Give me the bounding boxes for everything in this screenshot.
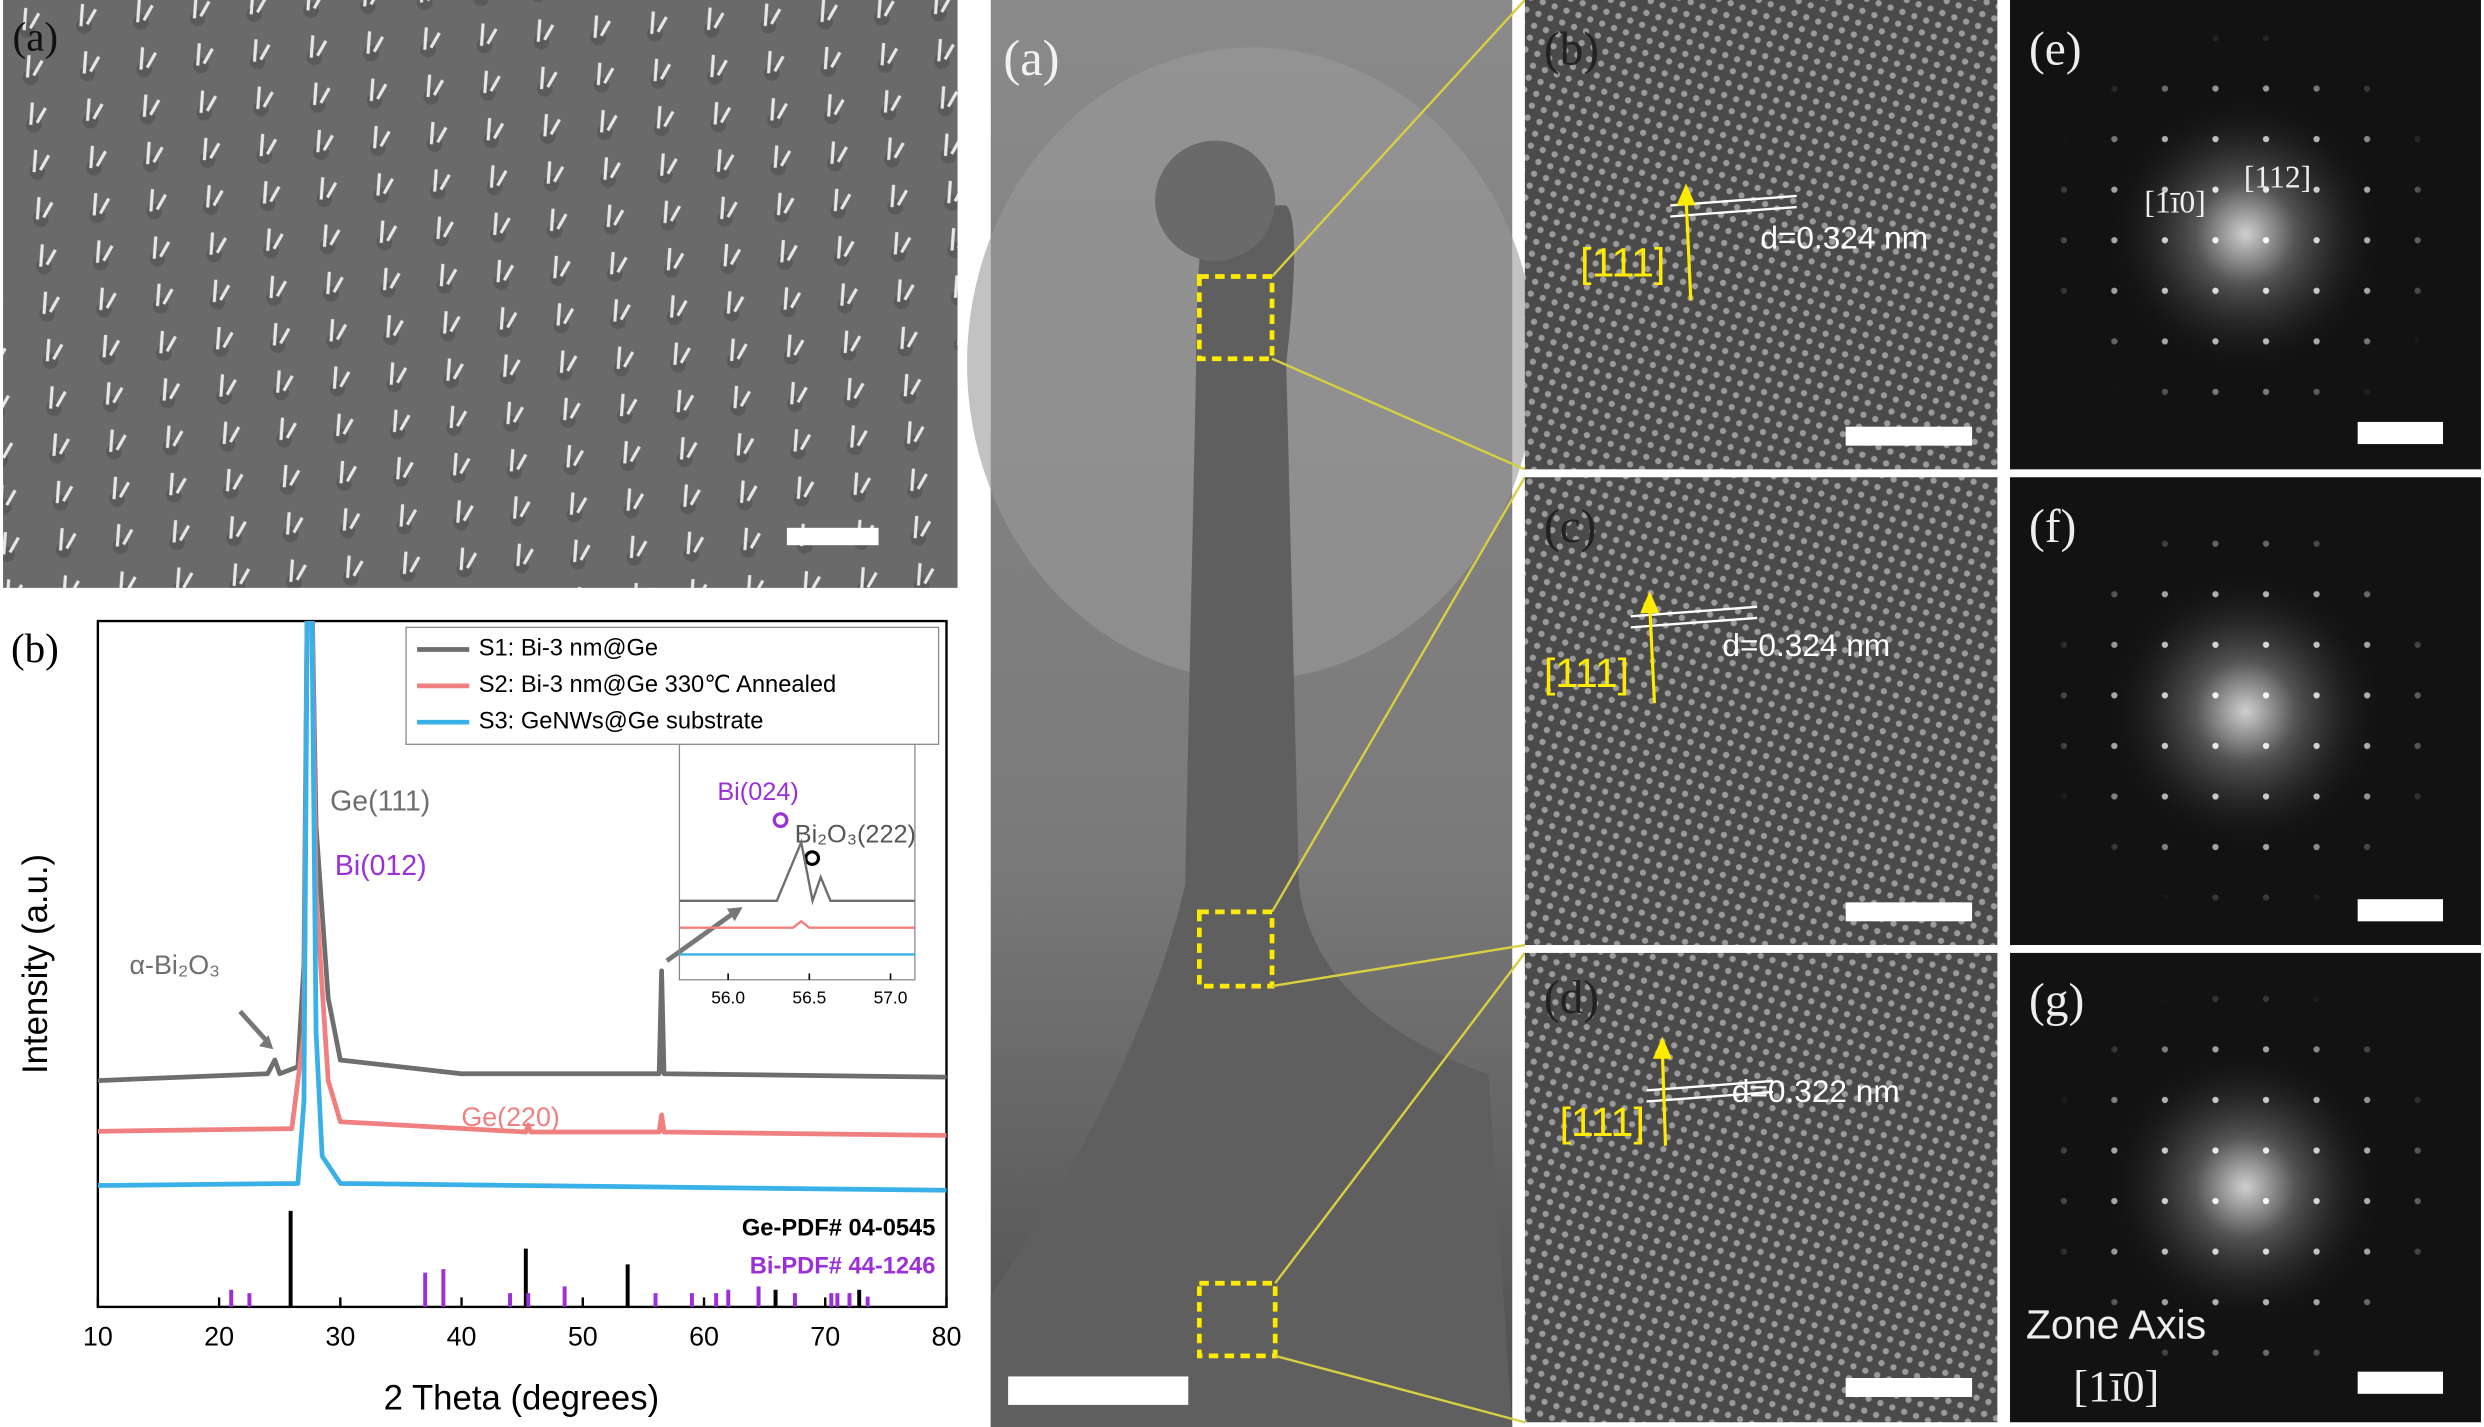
arrow — [238, 1009, 271, 1045]
annotation: Ge(220) — [461, 1102, 560, 1132]
plot-frame — [96, 619, 948, 1309]
spacing-label: d=0.324 nm — [1760, 220, 1928, 256]
marker — [772, 812, 789, 829]
xrd-chart: (b) 2 Theta (degrees) Intensity (a.u.) G… — [11, 619, 962, 1417]
spacing-label: d=0.324 nm — [1722, 627, 1890, 663]
panel-label: (c) — [1544, 501, 1597, 553]
catalyst — [1155, 140, 1276, 261]
annotation: α-Bi₂O₃ — [129, 950, 220, 980]
arrow — [665, 911, 735, 963]
fft-panels: (e) [1ī0] [112] (f) (g) Zone Axis [1ī0] — [2010, 0, 2481, 1423]
panel-label: (a) — [1003, 30, 1059, 86]
hrtem-image — [1524, 477, 1998, 946]
arrow-head — [259, 1035, 274, 1050]
roi — [1196, 909, 1275, 989]
panel-label: (b) — [1544, 24, 1599, 76]
legend-box — [405, 626, 940, 745]
x-tick-label: 10 — [83, 1322, 113, 1352]
x-axis-label: 2 Theta (degrees) — [384, 1379, 660, 1417]
legend-label: S2: Bi-3 nm@Ge 330℃ Annealed — [479, 672, 836, 698]
annotation: Bi₂O₃(222) — [795, 821, 916, 849]
annotation: Bi(024) — [717, 778, 798, 806]
hrtem-image — [1524, 0, 1998, 470]
legend-label: S3: GeNWs@Ge substrate — [479, 708, 764, 734]
inset-tick-label: 57.0 — [874, 987, 908, 1007]
inset-tick-label: 56.0 — [711, 987, 745, 1007]
tem-panel: (a) — [967, 0, 1536, 1427]
legend-label: S1: Bi-3 nm@Ge — [479, 636, 658, 662]
index-label: [112] — [2244, 159, 2311, 194]
x-tick-label: 50 — [568, 1322, 598, 1352]
x-tick-label: 40 — [447, 1322, 477, 1352]
inset-line — [679, 838, 915, 906]
nanowire — [990, 205, 1513, 1427]
panel-label: (d) — [1544, 972, 1599, 1024]
panel-label: (f) — [2029, 501, 2076, 553]
roi — [1196, 274, 1275, 362]
direction-label: [111] — [1580, 239, 1665, 285]
scale-bar — [786, 527, 879, 546]
reference-label: Bi-PDF# 44-1246 — [750, 1254, 936, 1280]
spacing-label: d=0.322 nm — [1732, 1073, 1900, 1109]
zone-label: [1ī0] — [2073, 1362, 2159, 1411]
hrtem-image — [1524, 952, 1998, 1423]
inset-line — [679, 919, 915, 929]
annotation: Bi(012) — [335, 850, 427, 882]
index-label: [1ī0] — [2144, 185, 2205, 220]
direction-label: [111] — [1560, 1099, 1645, 1145]
direction-label: [111] — [1544, 650, 1629, 696]
panel-label: (b) — [11, 625, 59, 671]
x-tick-label: 70 — [810, 1322, 840, 1352]
reference-label: Ge-PDF# 04-0545 — [742, 1216, 936, 1242]
x-tick-label: 20 — [204, 1322, 234, 1352]
series-line — [97, 621, 947, 1193]
zone-axis-label: Zone Axis — [2026, 1301, 2206, 1347]
arrow-head — [726, 907, 743, 922]
hrtem-panels: (b) [111] d=0.324 nm (c) [111] d=0.324 n… — [1524, 0, 1998, 1423]
panel-label: (g) — [2029, 975, 2084, 1027]
roi — [1196, 1280, 1278, 1359]
inset-tick-label: 56.5 — [792, 987, 826, 1007]
plot-area — [97, 621, 947, 1307]
y-axis-label: Intensity (a.u.) — [17, 854, 55, 1074]
x-tick-label: 80 — [932, 1322, 962, 1352]
marker — [804, 850, 821, 866]
x-tick-label: 60 — [689, 1322, 719, 1352]
panel-label: (a) — [13, 14, 59, 60]
panel-label: (e) — [2029, 24, 2082, 76]
annotation: Ge(111) — [330, 785, 430, 817]
scale-bar — [1008, 1376, 1189, 1405]
x-tick-label: 30 — [325, 1322, 355, 1352]
sem-image — [3, 0, 958, 588]
